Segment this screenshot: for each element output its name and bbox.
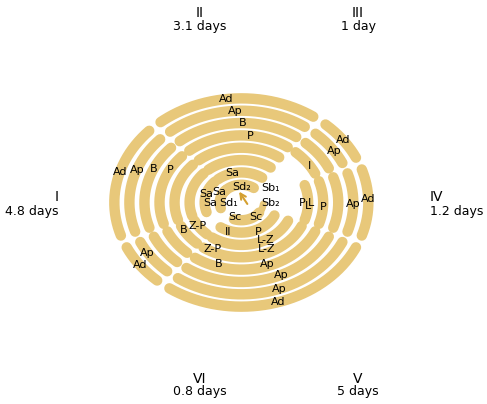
Text: 1.2 days: 1.2 days	[430, 205, 483, 219]
Text: Ap: Ap	[140, 248, 155, 257]
Text: L: L	[305, 201, 311, 211]
Text: Z-P: Z-P	[189, 221, 207, 231]
Text: Ad: Ad	[361, 194, 375, 204]
Text: Sa: Sa	[203, 198, 217, 208]
Text: Ap: Ap	[272, 284, 287, 294]
Text: Ad: Ad	[112, 167, 127, 177]
Text: VI: VI	[193, 372, 206, 386]
Text: Ad: Ad	[219, 94, 233, 104]
Text: P: P	[167, 165, 173, 175]
Text: II: II	[196, 6, 204, 20]
Text: Sa: Sa	[225, 168, 239, 179]
Text: Z-P: Z-P	[203, 244, 221, 254]
Text: Sc: Sc	[228, 212, 242, 222]
Text: Sa: Sa	[212, 187, 226, 197]
Text: P: P	[299, 198, 306, 208]
Text: B: B	[180, 225, 187, 235]
Text: Ap: Ap	[260, 259, 274, 269]
Text: B: B	[239, 118, 247, 128]
Text: Ap: Ap	[327, 146, 341, 156]
Text: V: V	[353, 372, 363, 386]
Text: Ap: Ap	[228, 106, 243, 116]
Text: Ap: Ap	[273, 270, 288, 280]
Text: 3.1 days: 3.1 days	[173, 20, 226, 33]
Text: Sb₁: Sb₁	[261, 183, 280, 194]
Text: Sc: Sc	[249, 212, 262, 222]
Text: 5 days: 5 days	[337, 385, 379, 398]
Text: I: I	[308, 161, 312, 171]
Text: P: P	[255, 227, 262, 237]
Text: Sd₁: Sd₁	[220, 198, 239, 208]
Text: Ad: Ad	[271, 297, 286, 307]
Text: I: I	[55, 190, 59, 204]
Text: Ap: Ap	[346, 199, 360, 209]
Text: Ap: Ap	[130, 164, 144, 175]
Text: P: P	[319, 202, 326, 212]
Text: IV: IV	[430, 190, 443, 204]
Text: 4.8 days: 4.8 days	[5, 205, 59, 219]
Text: II: II	[225, 227, 231, 237]
Text: L: L	[308, 198, 314, 208]
Text: Sb₂: Sb₂	[261, 198, 280, 208]
Text: Ad: Ad	[336, 135, 350, 145]
Text: Sd₂: Sd₂	[232, 181, 251, 191]
Text: L-Z: L-Z	[257, 235, 275, 245]
Text: L-Z: L-Z	[258, 244, 276, 254]
Text: B: B	[215, 259, 223, 269]
Text: Sa: Sa	[199, 189, 213, 199]
Text: Ad: Ad	[132, 260, 147, 270]
Text: B: B	[150, 164, 157, 174]
Text: 0.8 days: 0.8 days	[173, 385, 227, 398]
Text: 1 day: 1 day	[340, 20, 375, 33]
Text: P: P	[246, 131, 253, 141]
Text: III: III	[352, 6, 364, 20]
